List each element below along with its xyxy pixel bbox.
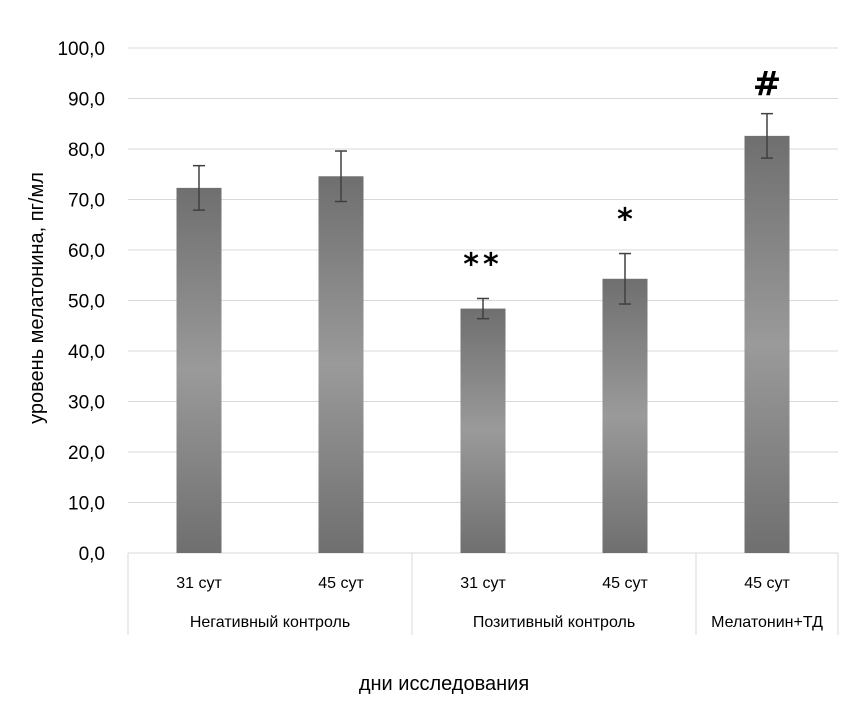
y-axis-title: уровень мелатонина, пг/мл <box>26 172 48 424</box>
y-tick-label: 20,0 <box>68 443 105 464</box>
y-tick-label: 90,0 <box>68 90 105 111</box>
error-bar <box>619 252 631 305</box>
y-tick-label: 70,0 <box>68 191 105 212</box>
bar <box>318 176 364 553</box>
y-tick-label: 0,0 <box>79 544 105 565</box>
x-axis-title: дни исследования <box>359 673 529 695</box>
error-bar <box>477 297 489 320</box>
bar <box>176 187 222 553</box>
significance-mark: # <box>753 65 782 105</box>
category-label: 45 сут <box>744 575 790 592</box>
y-tick-label: 100,0 <box>57 39 105 60</box>
significance-annotations: ***# <box>463 65 781 283</box>
y-tick-label: 10,0 <box>68 494 105 515</box>
y-axis-ticks: 0,0 10,0 20,0 30,0 40,0 50,0 60,0 70,0 80,0 90,0 1… <box>57 39 105 565</box>
category-label: 45 сут <box>318 575 364 592</box>
group-label: Негативный контроль <box>190 614 350 631</box>
error-bar <box>761 112 773 159</box>
bar <box>460 308 506 553</box>
y-tick-label: 40,0 <box>68 342 105 363</box>
bar <box>602 278 648 553</box>
significance-mark: ** <box>463 247 502 282</box>
significance-mark: * <box>617 203 633 238</box>
y-tick-label: 30,0 <box>68 393 105 414</box>
category-label: 31 сут <box>460 575 506 592</box>
category-axis: 31 сут 45 сут 31 сут 45 сут 45 сут Негативный… <box>127 553 839 635</box>
y-tick-label: 80,0 <box>68 140 105 161</box>
bars <box>176 135 790 553</box>
group-label: Позитивный контроль <box>473 614 635 631</box>
error-bars <box>193 112 773 320</box>
category-label: 31 сут <box>176 575 222 592</box>
y-tick-label: 60,0 <box>68 241 105 262</box>
bar <box>744 135 790 553</box>
error-bar <box>335 150 347 203</box>
category-label: 45 сут <box>602 575 648 592</box>
group-label: Мелатонин+ТД <box>711 614 823 631</box>
error-bar <box>193 164 205 211</box>
y-tick-label: 50,0 <box>68 292 105 313</box>
